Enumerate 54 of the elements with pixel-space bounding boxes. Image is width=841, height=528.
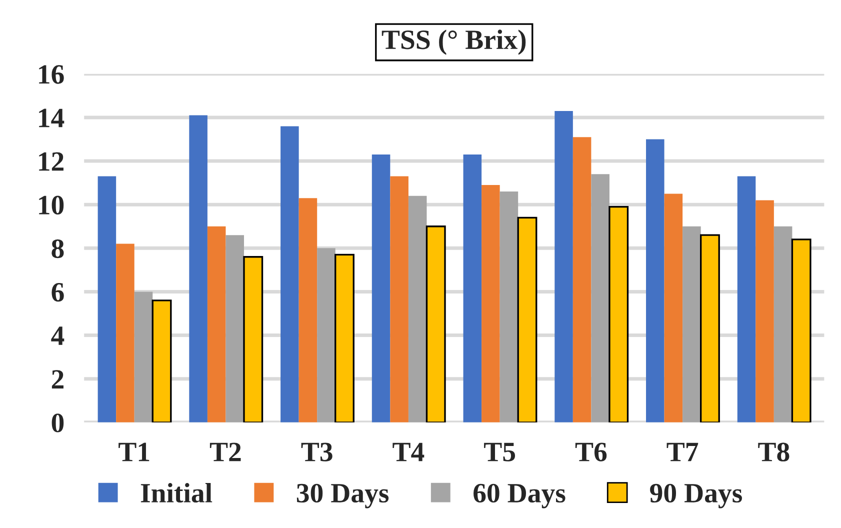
bar (682, 226, 701, 422)
y-tick-label: 10 (39, 196, 64, 215)
y-tick-label: 12 (39, 152, 64, 171)
x-tick-label: T2 (210, 442, 241, 462)
bar (189, 115, 208, 422)
legend-label: 30 Days (296, 484, 389, 508)
y-tick-label: 4 (51, 326, 64, 345)
bar (482, 185, 500, 422)
bar (500, 192, 518, 422)
bar (226, 235, 244, 422)
bar (774, 226, 792, 422)
bar (207, 226, 226, 422)
bar (517, 216, 538, 422)
legend-label: Initial (140, 483, 212, 503)
bar (572, 137, 592, 422)
bar (591, 174, 610, 422)
bar (317, 248, 336, 422)
bar (98, 176, 116, 422)
bar (737, 176, 756, 422)
bar (243, 256, 264, 422)
bar (334, 254, 354, 422)
bar (390, 176, 408, 422)
bar (608, 206, 629, 422)
bar (372, 154, 390, 422)
bar (700, 234, 720, 422)
x-tick-label: T5 (484, 442, 516, 462)
bar (298, 198, 318, 422)
bar (134, 292, 153, 422)
y-tick-label: 0 (52, 414, 64, 432)
chart-title: TSS (° Brix) (382, 30, 526, 55)
bar (152, 300, 172, 422)
y-tick-label: 2 (52, 370, 64, 388)
bar (791, 238, 812, 422)
x-tick-label: T3 (301, 442, 332, 462)
bar (646, 139, 664, 422)
y-tick-label: 6 (52, 282, 64, 302)
x-tick-label: T1 (118, 442, 150, 462)
y-tick-label: 16 (39, 65, 64, 84)
bar (408, 196, 427, 422)
bar (463, 154, 482, 422)
legend-label: 90 Days (650, 484, 742, 508)
y-tick-label: 14 (39, 108, 64, 128)
y-tick-label: 8 (52, 239, 64, 258)
bar (756, 200, 774, 422)
x-tick-label: T4 (392, 442, 424, 462)
legend-label: 60 Days (474, 484, 566, 508)
bar (116, 244, 134, 422)
x-tick-label: T8 (758, 442, 790, 462)
bar (664, 194, 683, 422)
bar (280, 126, 299, 422)
bar (426, 226, 446, 422)
x-tick-label: T7 (666, 442, 698, 462)
x-tick-label: T6 (575, 442, 607, 462)
bar (554, 110, 573, 422)
